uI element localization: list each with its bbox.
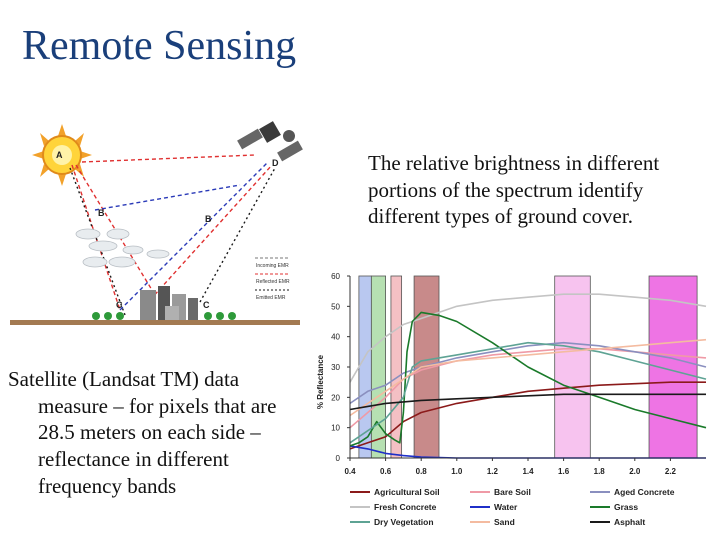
legend-label: Water (494, 502, 518, 512)
series-aged-concrete (349, 341, 707, 405)
sun-icon (32, 124, 92, 186)
legend-label: Fresh Concrete (374, 502, 437, 512)
left-description: Satellite (Landsat TM) data measure – fo… (8, 366, 298, 499)
diagram-legend-reflected: Reflected EMR (256, 279, 290, 285)
right-description: The relative brightness in different por… (368, 151, 660, 229)
band-5 (554, 275, 591, 459)
x-tick-label: 1.2 (487, 467, 499, 476)
slide-title: Remote Sensing (22, 23, 297, 69)
x-tick-label: 2.0 (629, 467, 641, 476)
left-description-rest: measure – for pixels that are 28.5 meter… (38, 393, 277, 498)
x-tick-label: 1.6 (558, 467, 570, 476)
y-axis-label: % Reflectance (316, 354, 325, 409)
x-tick-label: 0.8 (416, 467, 428, 476)
y-tick-label: 40 (331, 333, 340, 342)
x-tick-label: 1.0 (451, 467, 463, 476)
legend-label: Aged Concrete (614, 487, 675, 497)
y-tick-label: 50 (331, 302, 340, 311)
legend-label: Dry Vegetation (374, 517, 434, 527)
cloud-icon (75, 228, 170, 268)
satellite-icon (237, 121, 303, 162)
label-c1: C (116, 300, 123, 310)
band-1 (358, 275, 372, 459)
label-c2: C (203, 300, 210, 310)
x-tick-label: 1.4 (522, 467, 534, 476)
legend-label: Agricultural Soil (374, 487, 440, 497)
x-tick-label: 2.2 (665, 467, 677, 476)
x-tick-label: 0.6 (380, 467, 392, 476)
diagram-legend-incoming: Incoming EMR (256, 263, 289, 269)
label-a: A (56, 150, 63, 160)
y-tick-label: 20 (331, 393, 340, 402)
series-dry-vegetation (349, 341, 707, 444)
legend-label: Bare Soil (494, 487, 531, 497)
y-tick-label: 30 (331, 363, 340, 372)
tree-row (92, 312, 236, 320)
city-buildings (140, 286, 198, 322)
remote-sensing-diagram: Incoming EMR Reflected EMR Emitted EMR A… (10, 110, 305, 325)
x-tick-label: 0.4 (344, 467, 356, 476)
y-tick-label: 10 (331, 424, 340, 433)
label-b1: B (98, 208, 105, 218)
series-sand (349, 338, 707, 417)
label-d: D (272, 158, 279, 168)
legend-label: Grass (614, 502, 638, 512)
series-fresh-concrete (349, 293, 707, 383)
series-asphalt (349, 393, 706, 411)
y-tick-label: 0 (336, 454, 341, 463)
reflectance-chart: 0 10 20 30 40 50 60 0.4 0.6 0.8 1.0 1.2 1.4 1.6 1.8 2.0… (316, 272, 707, 527)
left-description-line1: Satellite (Landsat TM) data (8, 367, 240, 391)
x-tick-label: 1.8 (594, 467, 606, 476)
label-b2: B (205, 214, 212, 224)
legend-label: Sand (494, 517, 515, 527)
legend-label: Asphalt (614, 517, 645, 527)
y-tick-label: 60 (331, 272, 340, 281)
diagram-legend-emitted: Emitted EMR (256, 295, 286, 301)
